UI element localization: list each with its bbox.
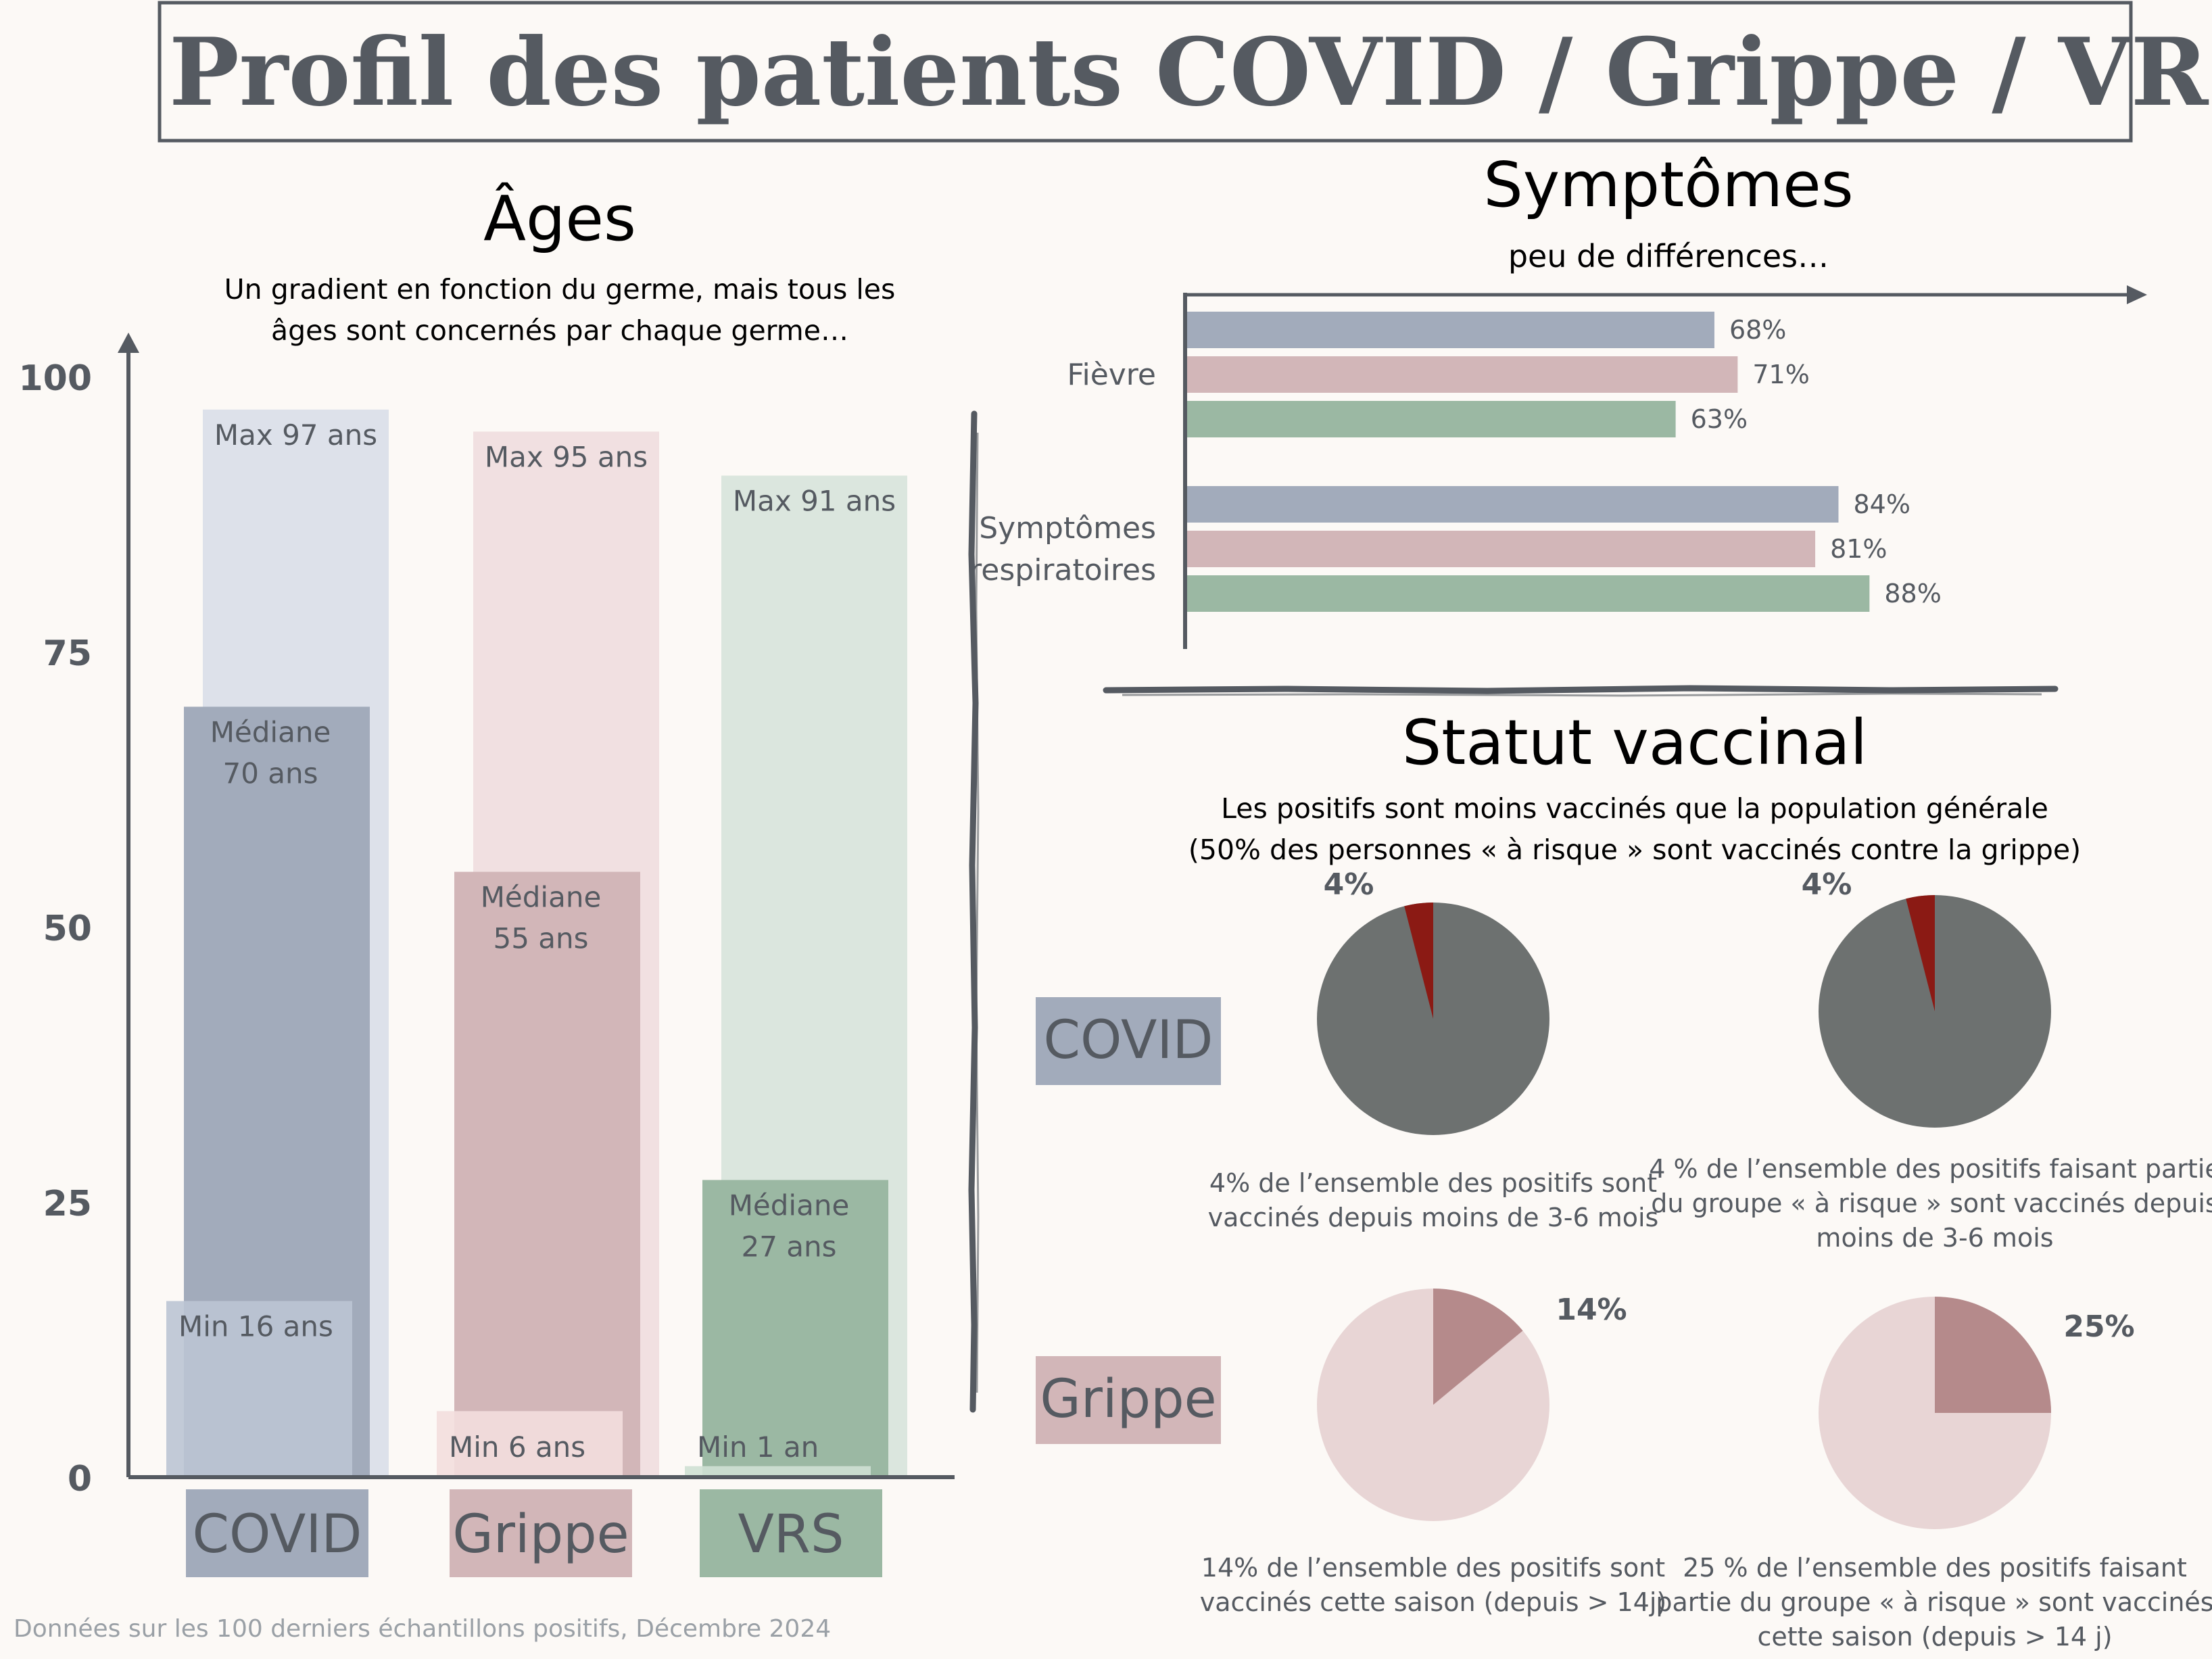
symptoms-category-label-0-0: Fièvre [1067,358,1156,392]
symptoms-bar-1-grippe [1187,531,1816,567]
horizontal-divider [1103,685,2059,694]
pie-2-value-label: 14% [1556,1293,1627,1327]
vrs-median-label-1: Médiane [729,1188,850,1222]
pie-1-caption-line-1: du groupe « à risque » sont vaccinés dep… [1651,1188,2212,1218]
pie-0-value-label: 4% [1324,867,1374,902]
pie-1-caption-line-0: 4 % de l’ensemble des positifs faisant p… [1649,1154,2212,1184]
symptoms-title: Symptômes [1483,149,1853,221]
pie-0-slice [1404,903,1433,1019]
vrs-min-label: Min 1 an [697,1430,819,1464]
symptoms-x-axis-arrow [2127,285,2147,304]
symptoms-chart: Symptômes peu de différences… 68% 71%63% F… [969,149,2147,649]
vaccination-title: Statut vaccinal [1402,706,1867,779]
pie-1-value-label: 4% [1802,867,1852,902]
grippe-median-label-1: Médiane [481,881,602,914]
vertical-divider [968,410,979,1413]
symptoms-value-0-vrs: 63% [1691,404,1748,434]
symptoms-subtitle: peu de différences… [1508,238,1829,274]
grippe-row-box [1036,1356,1221,1444]
symptoms-bar-0-vrs [1187,401,1676,437]
symptoms-value-1-covid: 84% [1853,489,1910,519]
ages-y-tick-75: 75 [43,633,92,674]
ages-y-tick-25: 25 [43,1184,92,1224]
vrs-category-label: VRS [738,1504,844,1565]
pie-2-slice [1433,1289,1523,1405]
ages-title: Âges [483,182,636,255]
covid-category-box [186,1489,368,1577]
title-block: Profil des patients COVID / Grippe / VRS [158,1,2212,143]
symptoms-value-1-vrs: 88% [1884,579,1941,608]
footer-note: Données sur les 100 derniers échantillon… [14,1615,831,1643]
vrs-median-label-2: 27 ans [741,1230,836,1263]
grippe-max-label: Max 95 ans [485,440,648,473]
pie-3-value-label: 25% [2063,1309,2134,1344]
symptoms-bar-1-vrs [1187,575,1870,612]
symptoms-bar-1-covid [1187,486,1839,523]
covid-min-bar [166,1301,352,1477]
vrs-category-box [700,1489,882,1577]
grippe-median-bar [454,871,640,1477]
covid-category-label: COVID [193,1504,362,1565]
vaccination-pies: 4% 4% de l’ensemble des positifs sont vacc… [1200,867,2212,1652]
pie-0-caption-line-0: 4% de l’ensemble des positifs sont [1209,1168,1657,1198]
ages-y-tick-50: 50 [43,909,92,949]
symptoms-category-label-1-0: Symptômes [979,511,1156,546]
covid-row-label: COVID [1044,1010,1213,1071]
grippe-category-label: Grippe [452,1504,629,1565]
ages-subtitle-line-1: Un gradient en fonction du germe, mais t… [224,273,896,306]
ages-y-axis-arrow [118,333,139,353]
vaccination-subtitle-line-2: (50% des personnes « à risque » sont vac… [1188,834,2081,866]
pie-1-caption-line-2: moins de 3-6 mois [1816,1223,2053,1253]
ages-y-tick-0: 0 [68,1459,92,1499]
pie-3-caption-line-0: 25 % de l’ensemble des positifs faisant [1683,1553,2187,1583]
vrs-median-bar [702,1180,888,1477]
title-frame [158,1,2133,143]
grippe-row-label: Grippe [1040,1369,1216,1430]
grippe-min-bar [437,1411,623,1477]
vrs-min-bar [685,1466,871,1477]
pie-0-caption-line-1: vaccinés depuis moins de 3-6 mois [1208,1203,1659,1232]
covid-row-box [1036,997,1221,1085]
grippe-category-box [450,1489,632,1577]
grippe-median-label-2: 55 ans [493,922,588,955]
symptoms-value-0-grippe: 71% [1752,360,1809,389]
ages-subtitle-line-2: âges sont concernés par chaque germe… [271,314,848,347]
ages-chart: Âges Un gradient en fonction du germe, m… [18,182,955,1577]
symptoms-bar-0-covid [1187,312,1714,348]
covid-max-label: Max 97 ans [214,418,377,452]
symptoms-value-0-covid: 68% [1729,315,1786,345]
pie-3-slice [1935,1297,2051,1413]
pie-2-caption-line-1: vaccinés cette saison (depuis > 14j) [1200,1587,1666,1617]
vaccination-row-labels: COVID Grippe [1036,997,1221,1444]
covid-median-label-1: Médiane [210,715,331,748]
pie-1-slice [1906,895,1935,1011]
vrs-max-label: Max 91 ans [733,485,896,518]
ages-bars: Max 97 ans Médiane 70 ans Min 16 ans COVID Ma… [166,409,907,1577]
pie-3-caption-line-1: partie du groupe « à risque » sont vacci… [1656,1587,2212,1617]
grippe-min-label: Min 6 ans [449,1430,585,1464]
pie-3-caption-line-2: cette saison (depuis > 14 j) [1757,1622,2112,1652]
ages-axis: 0 25 50 75 100 [18,333,955,1499]
covid-min-label: Min 16 ans [178,1310,333,1343]
symptoms-category-label-1-1: respiratoires [969,553,1156,587]
vaccination-section: Statut vaccinal Les positifs sont moins … [1036,706,2212,1652]
symptoms-value-1-grippe: 81% [1830,534,1887,564]
horizontal-divider-texture [1122,692,2042,697]
vaccination-subtitle-line-1: Les positifs sont moins vaccinés que la … [1221,792,2048,825]
symptoms-bars: 68% 71%63% Fièvre 84% 81% 88% Symptômes respira… [969,285,2147,649]
page-title: Profil des patients COVID / Grippe / VRS [169,17,2212,127]
covid-median-label-2: 70 ans [222,756,318,790]
ages-y-tick-100: 100 [18,358,92,399]
pie-2-caption-line-0: 14% de l’ensemble des positifs sont [1201,1553,1665,1583]
symptoms-bar-0-grippe [1187,356,1738,393]
vertical-divider-texture [975,432,980,1393]
